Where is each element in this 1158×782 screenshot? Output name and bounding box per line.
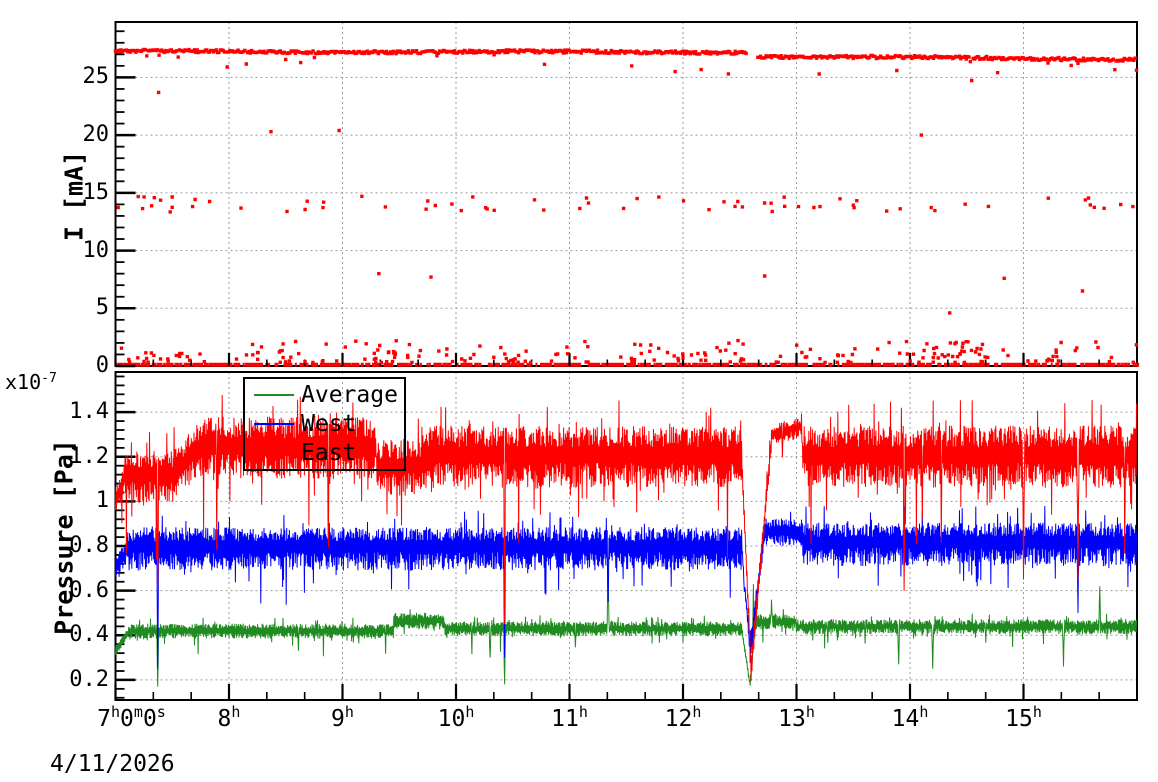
top-panel-frame bbox=[114, 21, 1138, 367]
legend-line-sample-average bbox=[254, 394, 294, 397]
west-pressure-line bbox=[115, 505, 1137, 669]
beam-current-points bbox=[113, 47, 1139, 365]
legend-item-west: West bbox=[254, 411, 404, 437]
legend-box: Average West East bbox=[243, 377, 406, 471]
bottom-panel-frame bbox=[114, 371, 1138, 701]
legend-label: West bbox=[301, 410, 357, 437]
average-pressure-line bbox=[115, 557, 1137, 687]
legend-item-average: Average bbox=[254, 382, 404, 408]
zero-current-band bbox=[115, 362, 1140, 367]
legend-line-sample-east bbox=[254, 451, 294, 454]
east-pressure-line bbox=[115, 394, 1137, 681]
legend-label: Average bbox=[301, 382, 398, 409]
legend-line-sample-west bbox=[254, 422, 294, 425]
legend-label: East bbox=[301, 439, 357, 466]
legend-item-east: East bbox=[254, 440, 404, 466]
